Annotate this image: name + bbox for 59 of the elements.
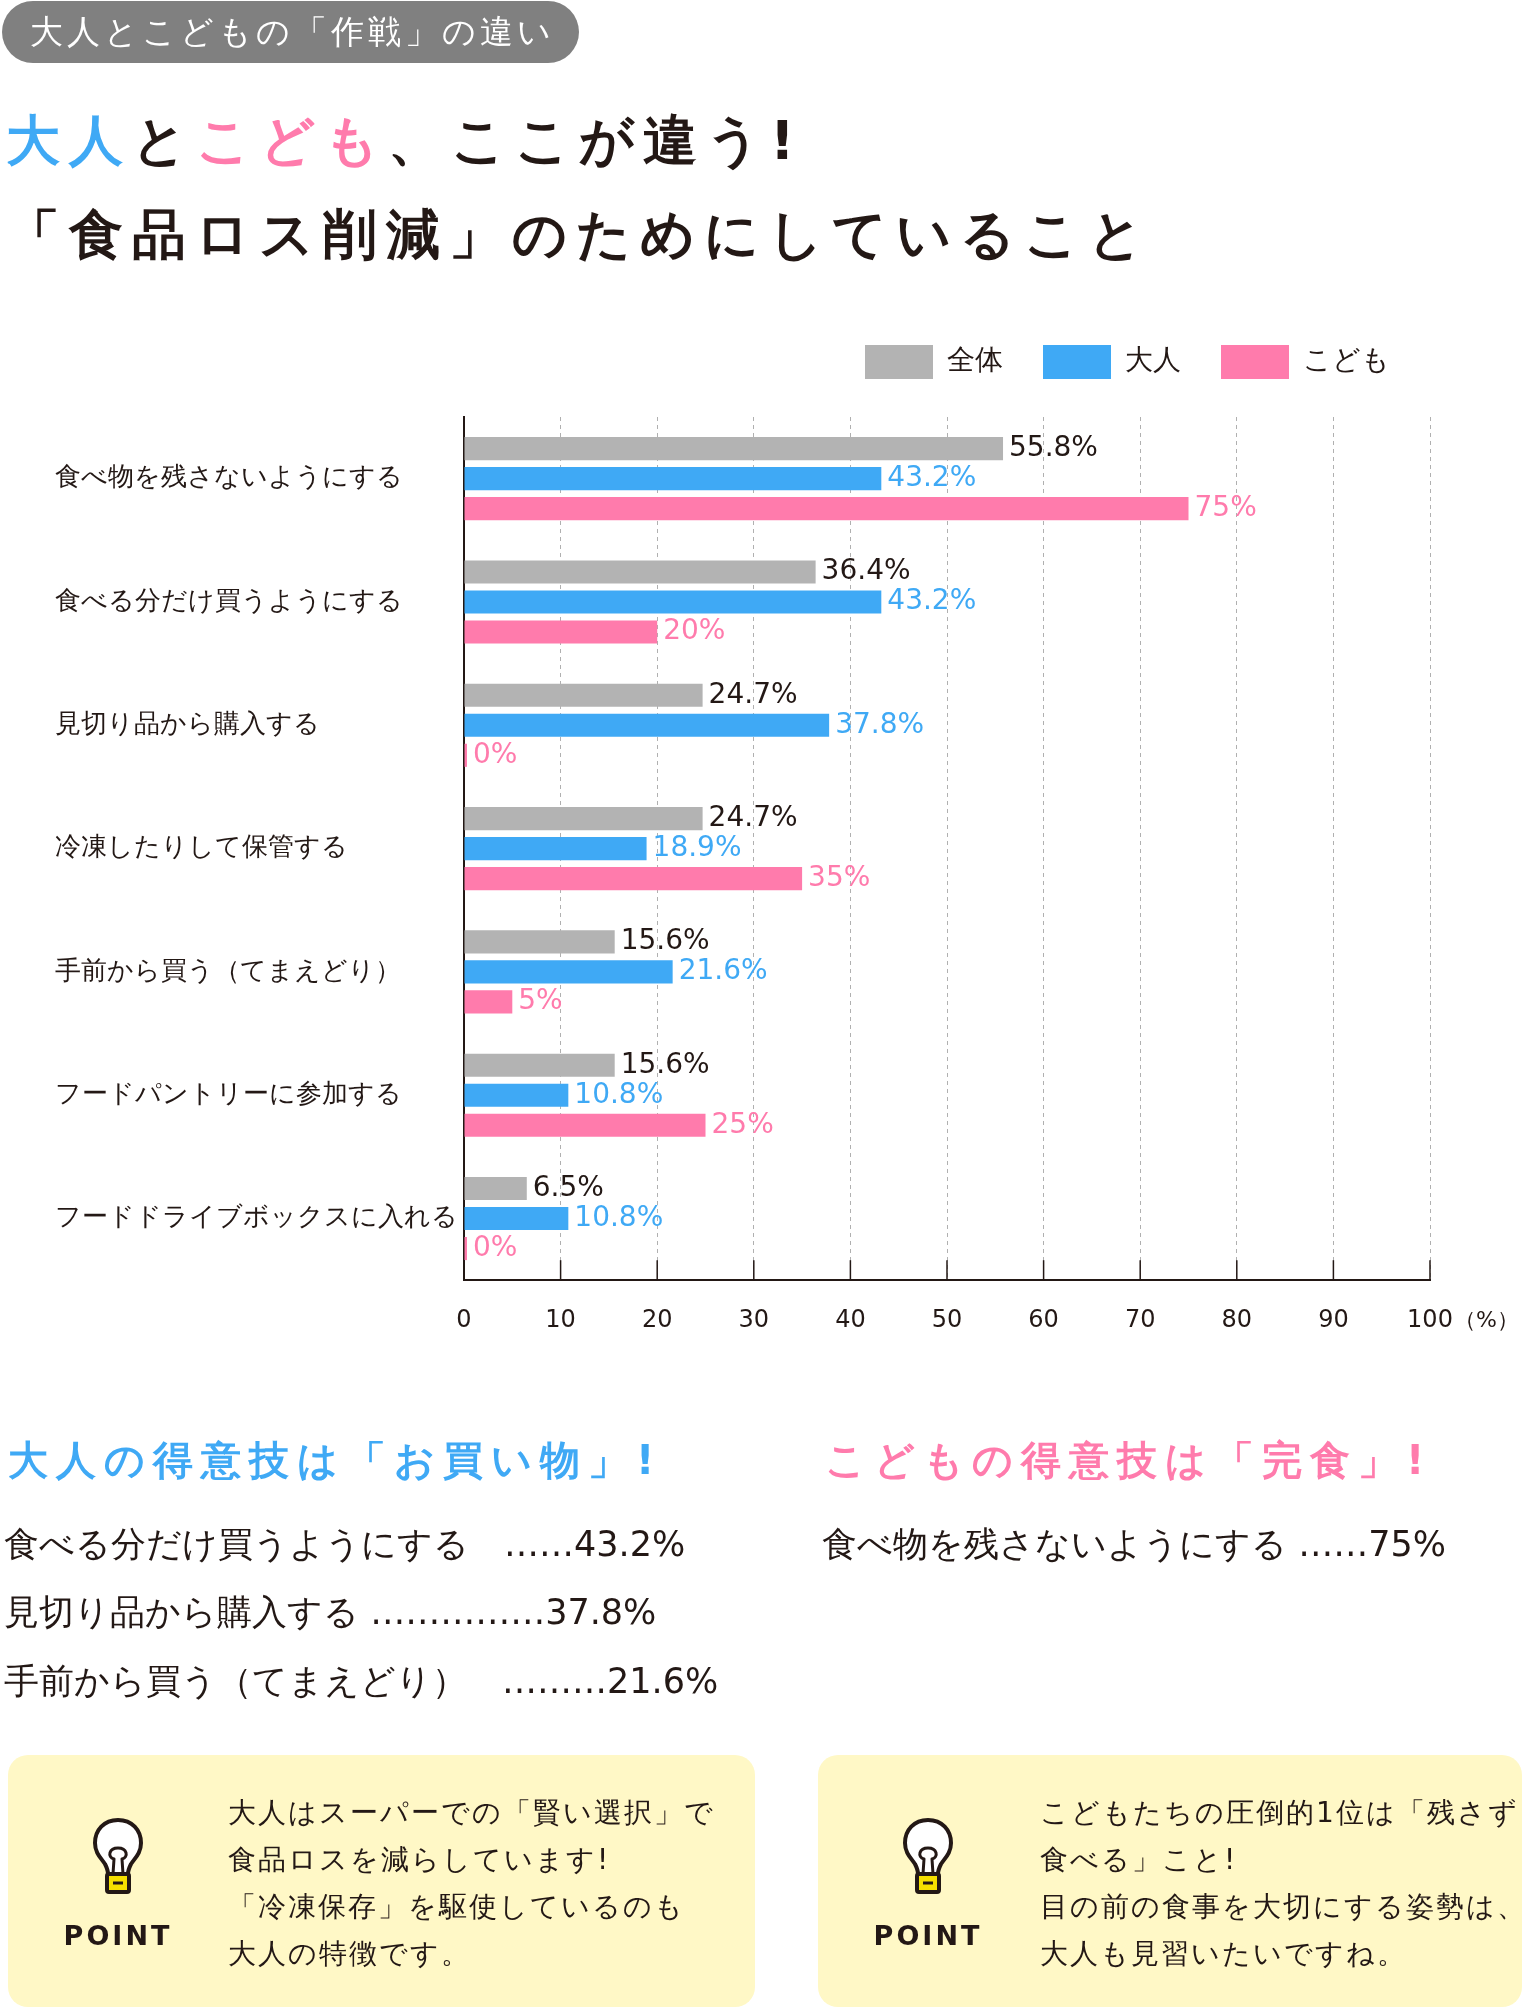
- x-tick-label: 40: [835, 1304, 866, 1333]
- data-label: 24.7%: [708, 676, 798, 710]
- bar: [464, 620, 658, 644]
- data-label: 20%: [663, 613, 726, 647]
- text: 手前から買う（てまえどり） ………21.6%: [4, 1660, 719, 1702]
- bar: [464, 807, 703, 831]
- x-tick-label: 10: [545, 1304, 576, 1333]
- y-tick-label: 見切り品から購入する: [55, 708, 320, 739]
- data-label: 35%: [808, 859, 871, 893]
- x-tick-label: 60: [1028, 1304, 1059, 1333]
- y-tick-label: 手前から買う（てまえどり）: [55, 954, 401, 985]
- text: 見切り品から購入する ……………37.8%: [4, 1591, 657, 1633]
- text: 食べ物を残さないようにする ……75%: [822, 1523, 1446, 1565]
- text: 食べる分だけ買うようにする ……43.2%: [4, 1523, 686, 1565]
- y-tick-label: 食べ物を残さないようにする: [55, 461, 403, 492]
- bar: [464, 867, 803, 891]
- y-tick-label: 食べる分だけ買うようにする: [55, 584, 403, 615]
- text: POINT: [62, 1920, 174, 1953]
- bar: [464, 960, 673, 984]
- data-label: 0%: [473, 736, 518, 770]
- x-tick-label: 50: [931, 1304, 963, 1333]
- bar: [464, 1113, 706, 1137]
- y-tick-label: フードパントリーに参加する: [55, 1077, 402, 1108]
- data-label: 25%: [711, 1106, 774, 1140]
- x-tick-label: 80: [1221, 1304, 1253, 1333]
- legend-label: 全体: [947, 343, 1003, 377]
- data-label: 43.2%: [887, 459, 977, 493]
- chart-title: 大人とこども、ここが違う! 「食品ロス削減」のためにしていること: [6, 109, 1152, 266]
- bar: [464, 1206, 569, 1231]
- text: POINT: [872, 1920, 984, 1953]
- data-label: 55.8%: [1009, 429, 1098, 463]
- x-axis-title: （%）: [1453, 1306, 1519, 1332]
- bar: [464, 590, 882, 614]
- data-label: 0%: [473, 1229, 518, 1263]
- bar: [464, 713, 830, 737]
- y-tick-label: フードドライブボックスに入れる: [55, 1201, 458, 1232]
- bar: [464, 497, 1189, 521]
- text: 大人はスーパーでの「賢い選択」で食品ロスを減らしています!「冷凍保存」を駆使しているのも大人の特徴です。: [228, 1795, 715, 1972]
- legend-label: こども: [1303, 343, 1390, 377]
- text: こどもの得意技は「完食」!: [825, 1436, 1433, 1484]
- x-tick-label: 0: [456, 1304, 472, 1333]
- text: 大人の得意技は「お買い物」!: [8, 1436, 663, 1484]
- bar: [464, 1083, 569, 1107]
- data-label: 5%: [518, 983, 563, 1017]
- bar: [464, 837, 647, 861]
- text: こどもたちの圧倒的1位は「残さず食べる」こと!目の前の食事を大切にする姿勢は、大人も見習いたいですね。: [1040, 1795, 1525, 1972]
- y-tick-label: 冷凍したりして保管する: [55, 831, 348, 862]
- x-tick-label: 30: [738, 1304, 770, 1333]
- chart-subtitle: 大人とこどもの「作戦」の違い: [2, 1, 579, 63]
- x-tick-label: 70: [1124, 1304, 1156, 1333]
- data-label: 75%: [1194, 489, 1257, 523]
- bar: [464, 1176, 527, 1201]
- legend-label: 大人: [1125, 343, 1181, 377]
- x-tick-label: 90: [1318, 1304, 1349, 1333]
- bar: [464, 467, 882, 491]
- bar: [464, 990, 513, 1014]
- x-tick-label: 20: [641, 1304, 673, 1333]
- x-tick-label: 100: [1407, 1304, 1453, 1333]
- data-label: 37.8%: [835, 706, 925, 740]
